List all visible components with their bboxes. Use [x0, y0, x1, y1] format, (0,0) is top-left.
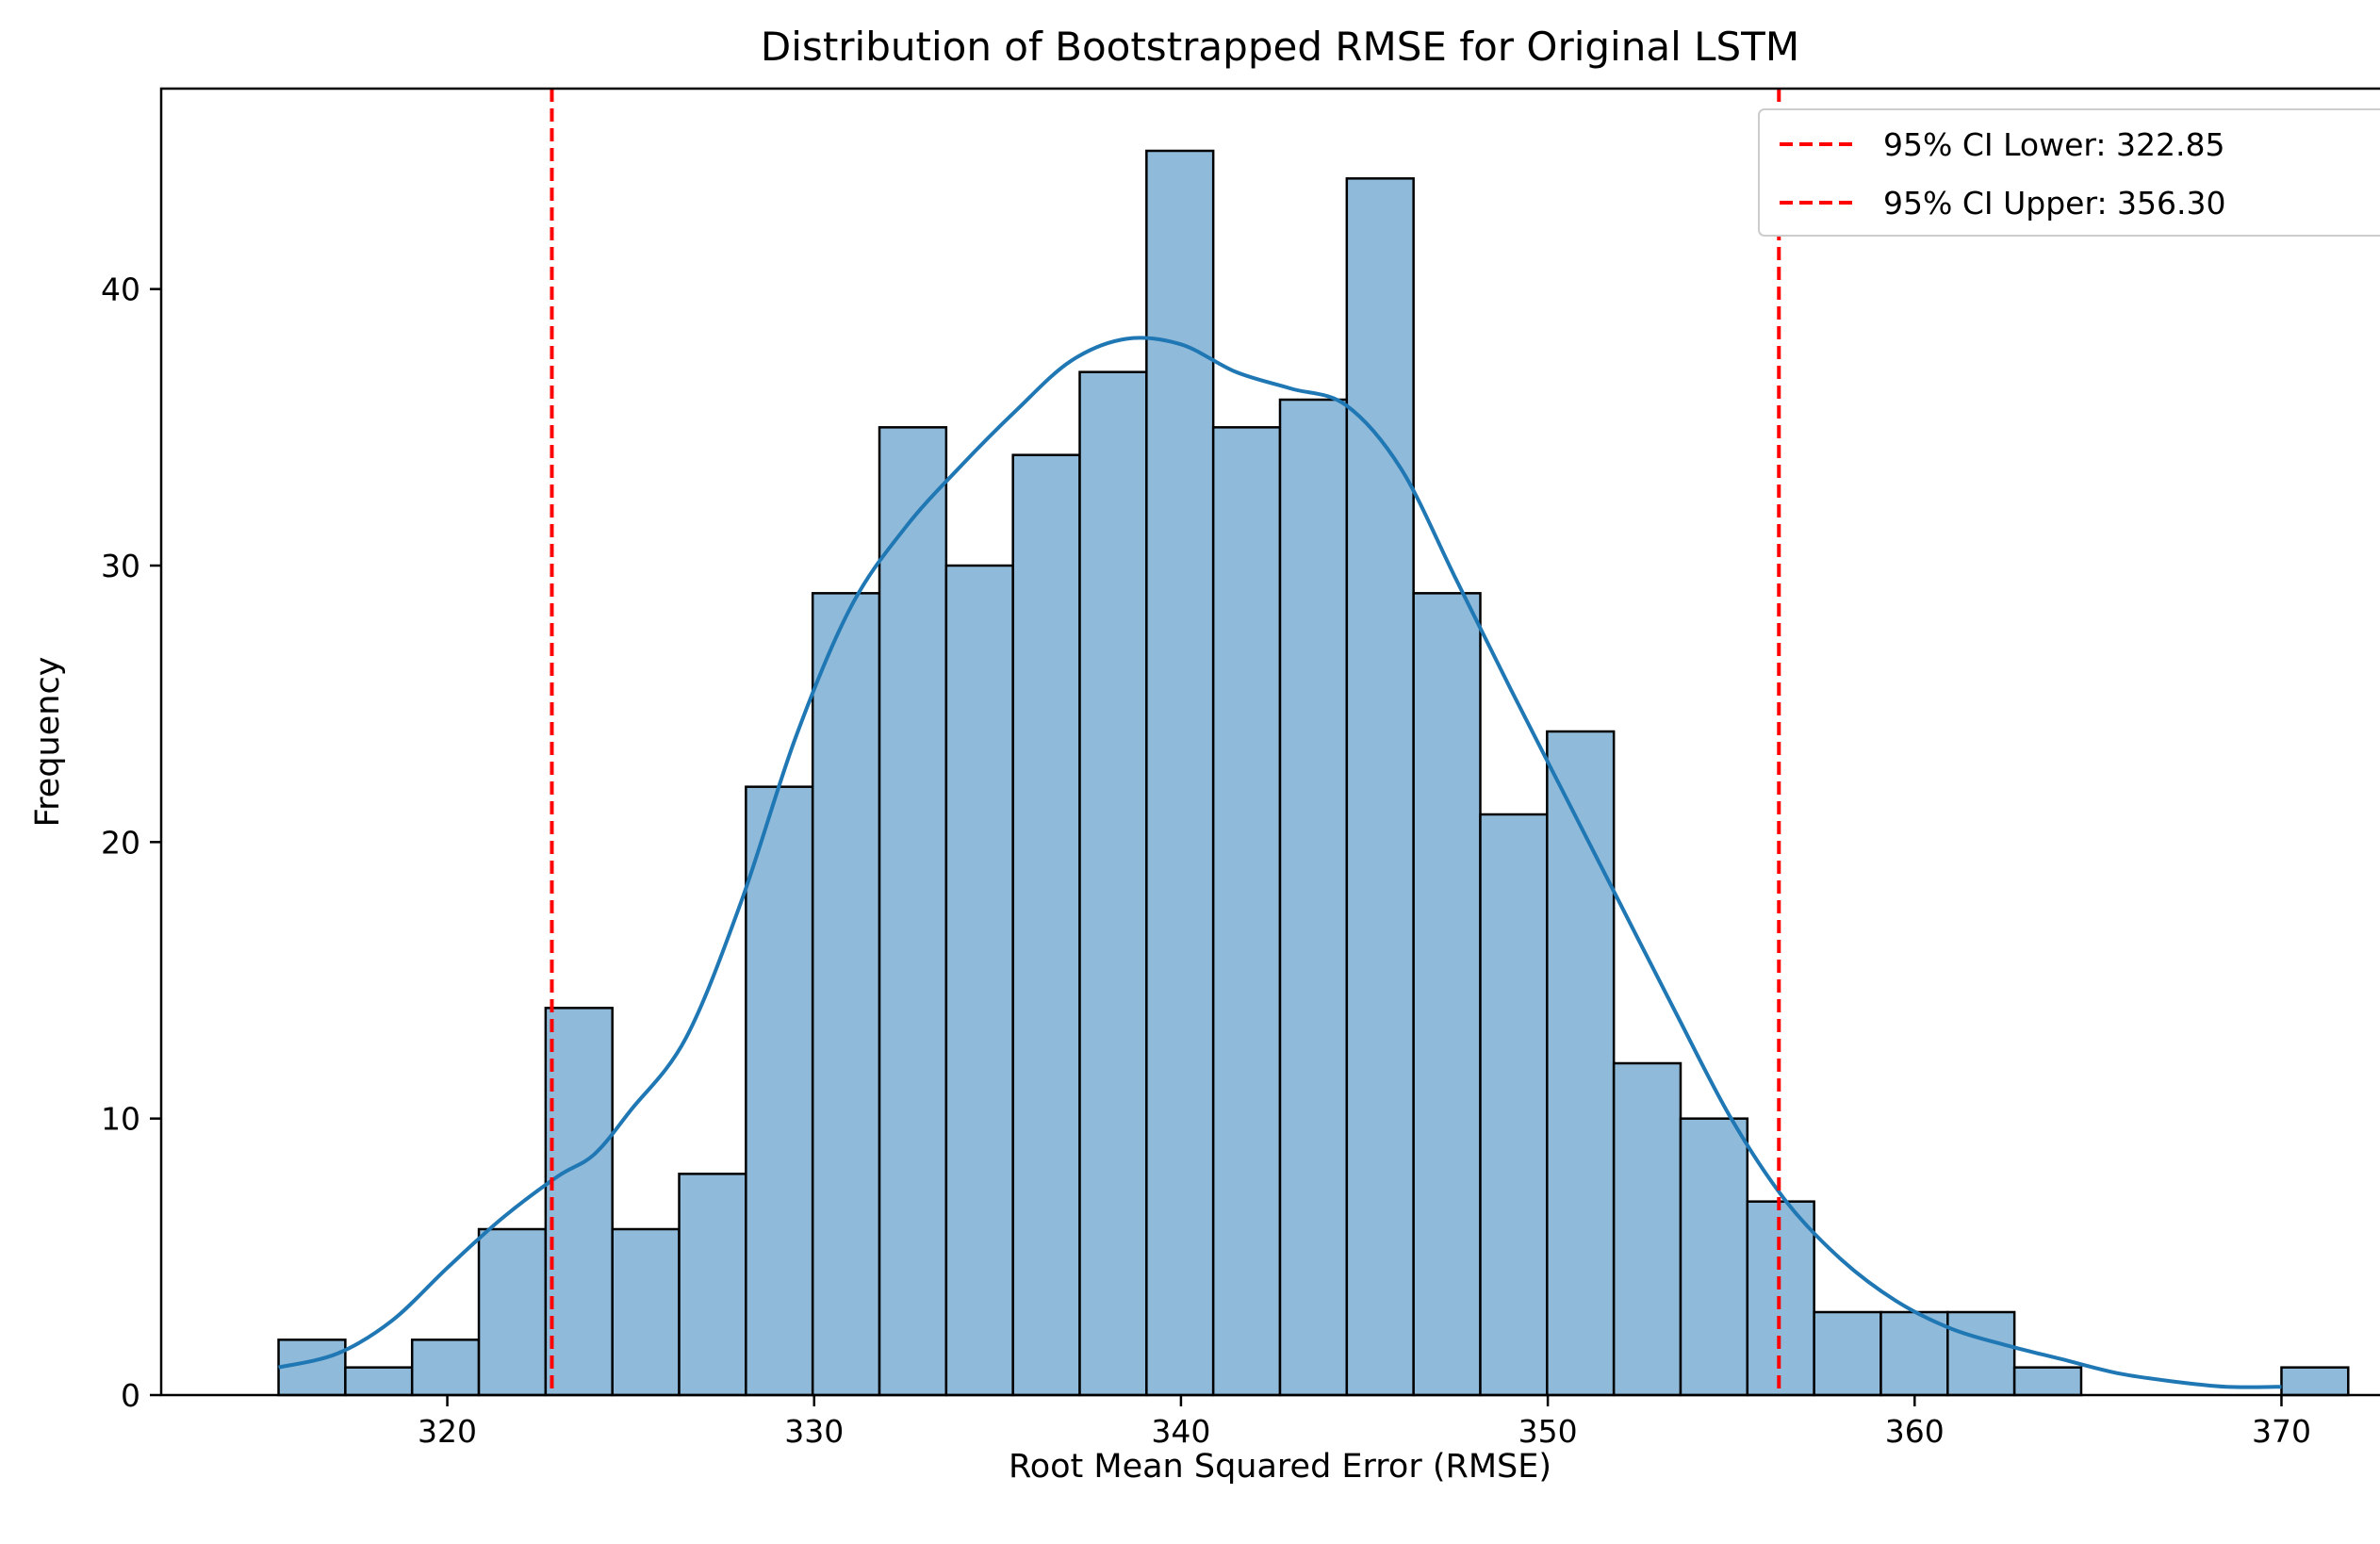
x-tick-label: 360 [1885, 1413, 1945, 1450]
x-tick-label: 330 [784, 1413, 844, 1450]
histogram-bar [611, 1227, 681, 1397]
histogram-bar [1546, 730, 1616, 1397]
y-tick-label: 20 [101, 824, 140, 861]
histogram-bar [1011, 453, 1081, 1397]
histogram-bar [1278, 398, 1349, 1397]
histogram-bar [2012, 1366, 2083, 1397]
histogram-bar [745, 785, 814, 1397]
histogram-bar [1479, 813, 1549, 1397]
y-tick-label: 0 [121, 1377, 140, 1414]
histogram-bar [1412, 592, 1482, 1397]
histogram-bar [1813, 1310, 1882, 1397]
histogram-bar [811, 592, 881, 1397]
histogram-bar [410, 1339, 481, 1397]
x-tick-label: 370 [2252, 1413, 2311, 1450]
y-tick-label: 30 [101, 548, 140, 584]
x-tick-label: 320 [418, 1413, 477, 1450]
histogram-bar [1145, 149, 1215, 1397]
chart-title: Distribution of Bootstrapped RMSE for Or… [761, 24, 1799, 70]
histogram-bar [1211, 426, 1282, 1397]
x-tick-label: 340 [1151, 1413, 1210, 1450]
histogram-bar [477, 1227, 548, 1397]
histogram-bar [878, 426, 948, 1397]
histogram-bar [544, 1007, 614, 1397]
histogram-bars [277, 149, 2350, 1397]
histogram-bar [1679, 1117, 1749, 1397]
histogram-bar [2280, 1366, 2350, 1397]
histogram-bar [277, 1339, 347, 1397]
y-tick-label: 40 [101, 271, 140, 308]
kde-curve [278, 336, 2282, 1389]
histogram-bar [678, 1173, 747, 1397]
histogram-bar [344, 1366, 414, 1397]
histogram-bar [1345, 177, 1415, 1397]
legend-box [1758, 108, 2380, 237]
histogram-bar [1612, 1061, 1682, 1397]
y-tick-label: 10 [101, 1101, 140, 1138]
legend-label-ci-upper: 95% CI Upper: 356.30 [1883, 185, 2226, 222]
y-axis-label: Frequency [29, 657, 67, 828]
plot-frame [159, 87, 2380, 1397]
histogram-bar [1078, 370, 1148, 1397]
confidence-interval-lines [550, 89, 1781, 1395]
legend-label-ci-lower: 95% CI Lower: 322.85 [1883, 126, 2224, 163]
histogram-bar [1946, 1310, 2016, 1397]
x-tick-label: 350 [1518, 1413, 1578, 1450]
legend: 95% CI Lower: 322.85 95% CI Upper: 356.3… [1758, 108, 2380, 237]
x-axis-ticks: 320 330 340 350 360 370 [418, 1395, 2311, 1450]
histogram-bar [944, 564, 1014, 1397]
y-axis-ticks: 0 10 20 30 40 [101, 271, 161, 1414]
x-axis-label: Root Mean Squared Error (RMSE) [1009, 1448, 1551, 1486]
